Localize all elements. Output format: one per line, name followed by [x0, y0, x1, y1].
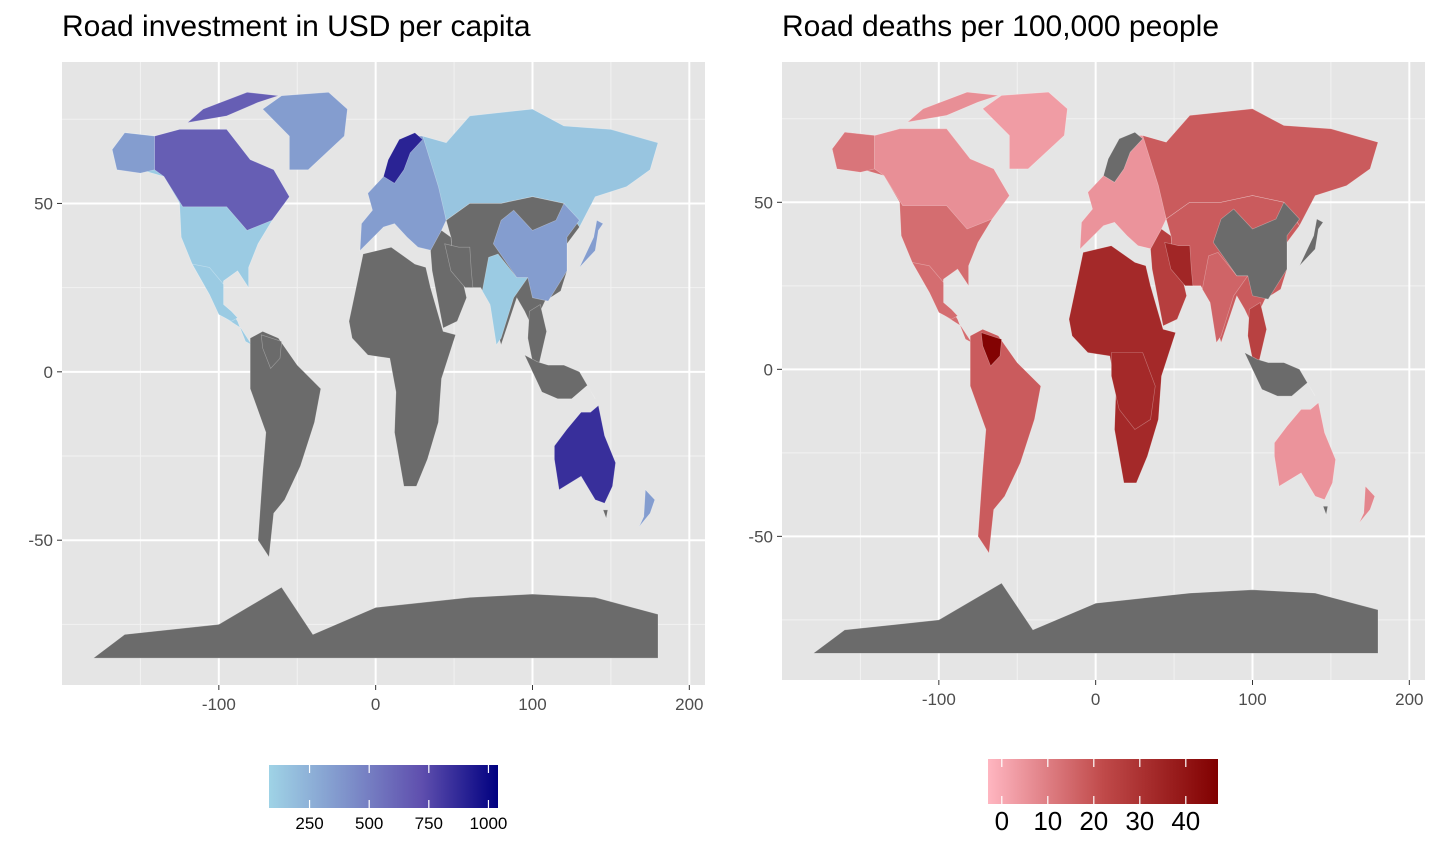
- country-region: [812, 582, 1379, 654]
- colorbar: [269, 765, 498, 808]
- y-tick-label: 0: [764, 360, 773, 379]
- country-region: [1164, 241, 1194, 287]
- country-region: [831, 131, 875, 173]
- country-region: [1274, 402, 1336, 500]
- colorbar-tick-label: 500: [355, 814, 383, 833]
- country-region: [523, 354, 596, 400]
- y-tick-label: -50: [748, 527, 773, 546]
- country-region: [638, 488, 656, 527]
- country-region: [1150, 228, 1187, 327]
- right-chart-title: Road deaths per 100,000 people: [782, 10, 1220, 43]
- country-region: [969, 328, 1042, 554]
- colorbar-tick-label: 20: [1079, 806, 1108, 836]
- y-tick-label: 0: [44, 363, 53, 382]
- country-region: [602, 509, 609, 520]
- country-region: [1243, 351, 1316, 397]
- country-region: [444, 243, 474, 288]
- colorbar-tick-label: 250: [295, 814, 323, 833]
- x-tick-label: -100: [202, 695, 236, 714]
- country-region: [492, 202, 580, 302]
- country-region: [383, 132, 424, 184]
- colorbar-tick-label: 0: [995, 806, 1009, 836]
- colorbar: [988, 759, 1218, 804]
- country-region: [980, 332, 1002, 367]
- country-region: [481, 253, 529, 346]
- country-region: [579, 219, 604, 268]
- country-region: [430, 229, 467, 329]
- country-region: [1201, 252, 1249, 344]
- colorbar-tick-label: 10: [1033, 806, 1062, 836]
- country-region: [154, 129, 290, 231]
- y-tick-label: 50: [754, 193, 773, 212]
- colorbar-tick-label: 750: [415, 814, 443, 833]
- x-tick-label: 0: [371, 695, 380, 714]
- left-chart-title: Road investment in USD per capita: [62, 10, 531, 43]
- country-region: [1358, 485, 1376, 524]
- x-tick-label: 200: [675, 695, 703, 714]
- country-region: [111, 132, 155, 174]
- country-region: [1212, 201, 1300, 300]
- country-region: [260, 334, 282, 369]
- colorbar-tick-label: 30: [1125, 806, 1154, 836]
- country-region: [1111, 352, 1156, 430]
- country-region: [186, 91, 279, 124]
- x-tick-label: 200: [1395, 690, 1423, 709]
- country-region: [191, 263, 239, 322]
- country-region: [1322, 506, 1329, 516]
- country-region: [348, 246, 456, 487]
- colorbar-tick-label: 1000: [470, 814, 508, 833]
- country-region: [911, 262, 959, 320]
- country-region: [249, 331, 322, 558]
- country-region: [982, 91, 1068, 170]
- x-tick-label: -100: [922, 690, 956, 709]
- country-region: [1299, 218, 1324, 267]
- colorbar-tick-label: 40: [1171, 806, 1200, 836]
- y-tick-label: -50: [28, 531, 53, 550]
- chart-panel-1: -100 0 100 200 50 0 -50 0 10 20 30 40: [748, 62, 1425, 836]
- country-region: [262, 91, 348, 171]
- x-tick-label: 100: [518, 695, 546, 714]
- country-region: [874, 128, 1010, 230]
- country-region: [554, 404, 616, 504]
- country-region: [92, 586, 659, 659]
- x-tick-label: 100: [1238, 690, 1266, 709]
- country-region: [1103, 131, 1144, 183]
- y-tick-label: 50: [34, 194, 53, 213]
- x-tick-label: 0: [1091, 690, 1100, 709]
- country-region: [906, 91, 999, 123]
